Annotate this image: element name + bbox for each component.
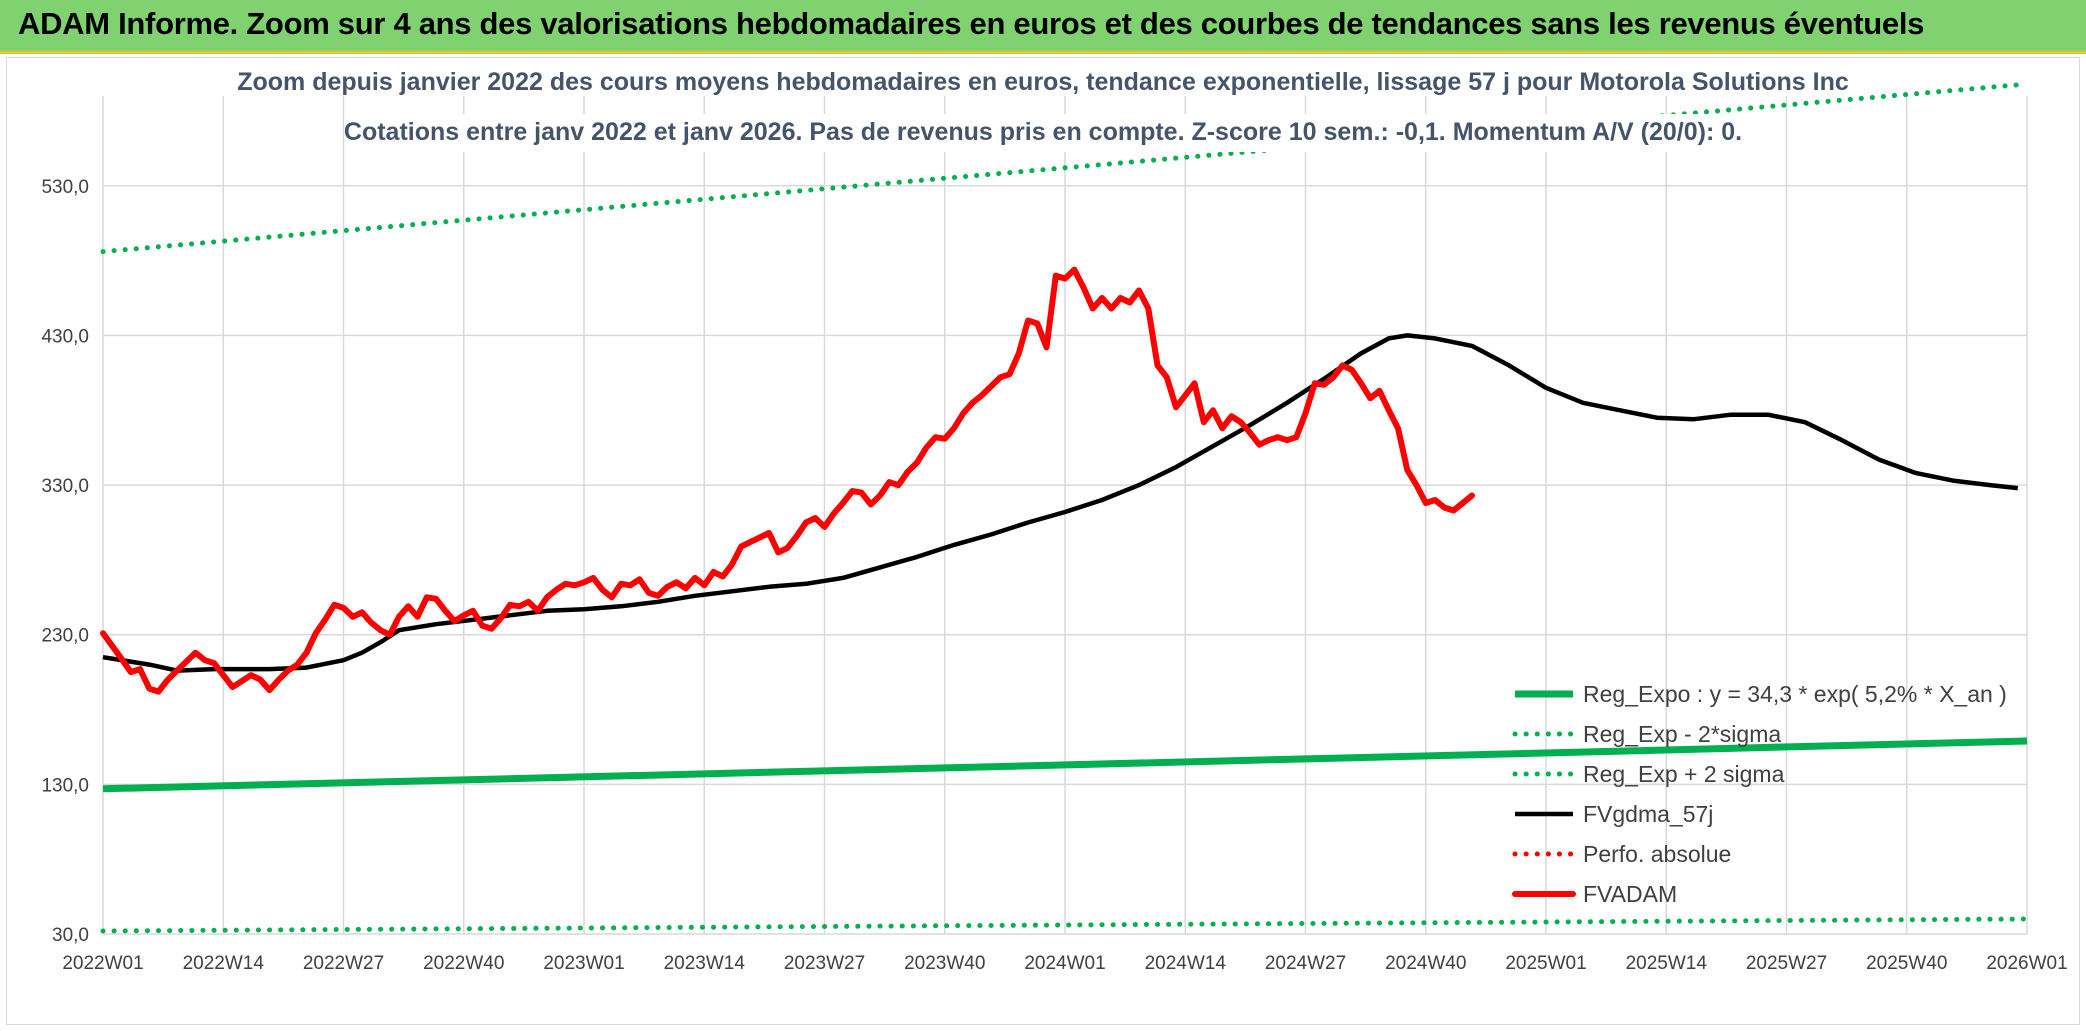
legend-label: Reg_Exp - 2*sigma [1583, 721, 1781, 747]
x-tick-label: 2023W01 [543, 953, 624, 974]
x-tick-label: 2022W14 [183, 953, 265, 974]
legend-label: FVgdma_57j [1583, 801, 1713, 827]
report-title: ADAM Informe. Zoom sur 4 ans des valoris… [18, 6, 1925, 41]
chart-legend: Reg_Expo : y = 34,3 * exp( 5,2% * X_an )… [1512, 681, 2007, 907]
legend-label: Reg_Expo : y = 34,3 * exp( 5,2% * X_an ) [1583, 681, 2007, 707]
series-line-5 [100, 266, 1475, 695]
x-tick-label: 2023W14 [664, 953, 746, 974]
legend-label: Perfo. absolue [1583, 841, 1731, 867]
report-header: ADAM Informe. Zoom sur 4 ans des valoris… [0, 0, 2086, 54]
y-tick-label: 330,0 [41, 476, 89, 497]
x-tick-label: 2025W14 [1626, 953, 1708, 974]
series-line-1 [100, 916, 2030, 934]
legend-label: Reg_Exp + 2 sigma [1583, 761, 1785, 787]
x-tick-label: 2025W40 [1866, 953, 1947, 974]
x-axis-ticks: 2022W01 2022W14 2022W27 2022W40 2023W01 2023W… [62, 953, 2067, 974]
y-tick-label: 230,0 [41, 626, 89, 647]
x-tick-label: 2024W14 [1145, 953, 1227, 974]
series-line-0 [102, 737, 2028, 793]
series-layer [100, 81, 2030, 934]
x-tick-label: 2022W01 [62, 953, 143, 974]
x-tick-label: 2022W40 [423, 953, 504, 974]
x-tick-label: 2024W40 [1385, 953, 1466, 974]
y-axis-ticks: 530,0 430,0 330,0 230,0 130,0 30,0 [41, 177, 89, 946]
x-tick-label: 2024W27 [1265, 953, 1346, 974]
x-tick-label: 2023W27 [784, 953, 865, 974]
y-tick-label: 130,0 [41, 775, 89, 796]
y-tick-label: 30,0 [52, 925, 89, 946]
y-tick-label: 430,0 [41, 326, 89, 347]
series-line-2 [100, 81, 2030, 255]
x-tick-label: 2025W01 [1505, 953, 1586, 974]
subtitle-background [367, 114, 1719, 152]
chart-title: Zoom depuis janvier 2022 des cours moyen… [237, 68, 1849, 96]
x-tick-label: 2024W01 [1024, 953, 1105, 974]
vertical-gridlines [102, 96, 2028, 934]
legend-label: FVADAM [1583, 881, 1677, 907]
series-line-3 [102, 333, 2019, 673]
x-tick-label: 2026W01 [1986, 953, 2067, 974]
chart-subtitle: Cotations entre janv 2022 et janv 2026. … [344, 118, 1742, 146]
chart-area: 530,0 430,0 330,0 230,0 130,0 30,0 2022W01 202… [6, 57, 2080, 1025]
x-tick-label: 2022W27 [303, 953, 384, 974]
x-tick-label: 2023W40 [904, 953, 985, 974]
y-tick-label: 530,0 [41, 177, 89, 198]
x-tick-label: 2025W27 [1746, 953, 1827, 974]
